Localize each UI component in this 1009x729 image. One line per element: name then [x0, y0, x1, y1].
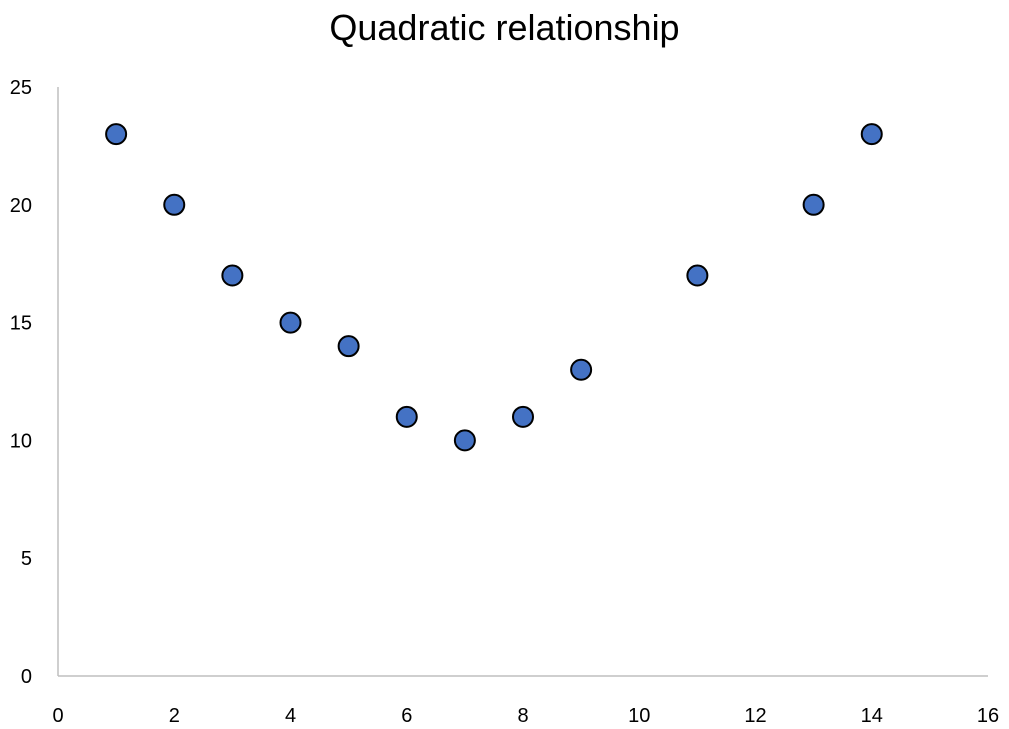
y-tick-label: 20 [10, 195, 32, 217]
x-tick-label: 6 [401, 705, 412, 727]
x-tick-label: 10 [628, 705, 650, 727]
y-tick-label: 5 [21, 548, 32, 570]
y-tick-label: 0 [21, 666, 32, 688]
data-point [221, 264, 244, 287]
data-point [337, 335, 360, 358]
x-tick-label: 12 [744, 705, 766, 727]
data-point [105, 123, 128, 146]
data-point [860, 123, 883, 146]
x-tick-label: 16 [977, 705, 999, 727]
x-tick-label: 2 [169, 705, 180, 727]
x-tick-label: 4 [285, 705, 296, 727]
x-axis: 0 2 4 6 8 10 12 14 16 [52, 675, 999, 727]
data-point [512, 405, 534, 428]
x-tick-label: 8 [517, 705, 528, 727]
data-point [453, 429, 476, 452]
x-tick-label: 0 [52, 705, 63, 727]
data-point [279, 311, 302, 334]
x-tick-label: 14 [861, 705, 883, 727]
data-point [570, 358, 593, 381]
data-points [105, 123, 883, 452]
data-point [802, 193, 825, 216]
chart-title: Quadratic relationship [329, 7, 680, 48]
data-point [395, 405, 418, 428]
y-axis: 0 5 10 15 20 25 [10, 77, 59, 688]
data-point [686, 264, 709, 287]
y-tick-label: 10 [10, 430, 32, 452]
y-tick-label: 15 [10, 313, 32, 335]
data-point [163, 193, 186, 216]
y-tick-label: 25 [10, 77, 32, 99]
